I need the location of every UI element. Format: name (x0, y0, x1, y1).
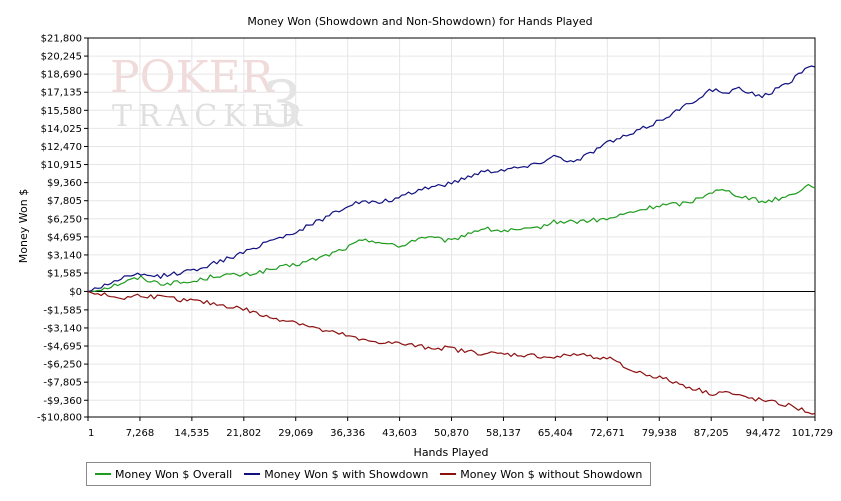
grid (87, 37, 816, 418)
y-tick-label: $15,580 (41, 106, 82, 117)
y-tick-label: $10,915 (41, 160, 82, 171)
chart-title: Money Won (Showdown and Non-Showdown) fo… (247, 15, 592, 28)
x-tick-label: 79,938 (642, 428, 677, 439)
series-line-2 (87, 65, 816, 292)
x-tick-label: 29,069 (278, 428, 313, 439)
axis-ticks: $21,800 $20,245 $18,690 $17,135 $15,580 $14,0… (37, 34, 833, 440)
y-axis-title: Money Won $ (17, 189, 30, 263)
y-tick-label: -$9,360 (43, 396, 82, 407)
x-tick-label: 94,472 (746, 428, 781, 439)
y-tick-label: $20,245 (41, 52, 82, 63)
series-lines (87, 65, 816, 415)
y-tick-label: $17,135 (41, 88, 82, 99)
y-tick-label: -$1,585 (43, 305, 82, 316)
x-tick-label: 21,802 (226, 428, 261, 439)
legend-swatch (95, 473, 111, 475)
svg-text:3: 3 (262, 68, 303, 142)
y-tick-label: $21,800 (41, 34, 82, 45)
y-tick-label: -$7,805 (43, 378, 82, 389)
y-tick-label: $14,025 (41, 124, 82, 135)
y-tick-label: $6,250 (47, 214, 82, 225)
y-tick-label: $18,690 (41, 70, 82, 81)
y-tick-label: -$4,695 (43, 342, 82, 353)
y-tick-label: -$10,800 (37, 413, 82, 424)
y-tick-label: $0 (69, 287, 82, 298)
y-tick-label: -$3,140 (43, 323, 82, 334)
y-tick-label: -$6,250 (43, 360, 82, 371)
series-line-3 (87, 290, 816, 415)
y-tick-label: $1,585 (47, 269, 82, 280)
x-tick-label: 1 (88, 428, 94, 439)
x-tick-label: 58,137 (486, 428, 521, 439)
x-tick-label: 101,729 (792, 428, 833, 439)
y-tick-label: $3,140 (47, 250, 82, 261)
y-tick-label: $12,470 (41, 142, 82, 153)
x-tick-label: 7,268 (126, 428, 155, 439)
x-tick-label: 72,671 (590, 428, 625, 439)
x-tick-label: 65,404 (538, 428, 573, 439)
y-tick-label: $4,695 (47, 232, 82, 243)
pokertracker-watermark-logo: POKER TRACKER 3 (110, 52, 303, 142)
y-tick-label: $7,805 (47, 196, 82, 207)
series-line-1 (87, 183, 816, 292)
legend: Money Won $ Overall Money Won $ with Show… (86, 462, 652, 486)
x-tick-label: 14,535 (174, 428, 209, 439)
legend-item: Money Won $ with Showdown (244, 468, 428, 481)
legend-label: Money Won $ without Showdown (460, 467, 643, 481)
legend-label: Money Won $ with Showdown (264, 467, 429, 481)
x-axis-title: Hands Played (414, 446, 489, 459)
legend-swatch (440, 473, 457, 475)
legend-swatch (244, 473, 261, 475)
legend-label: Money Won $ Overall (115, 467, 233, 481)
x-tick-label: 87,205 (694, 428, 729, 439)
svg-text:POKER: POKER (110, 52, 276, 103)
x-tick-label: 50,870 (434, 428, 469, 439)
y-tick-label: $9,360 (47, 178, 82, 189)
legend-item: Money Won $ Overall (95, 468, 232, 481)
legend-item: Money Won $ without Showdown (440, 468, 642, 481)
x-tick-label: 36,336 (330, 428, 365, 439)
x-tick-label: 43,603 (382, 428, 417, 439)
